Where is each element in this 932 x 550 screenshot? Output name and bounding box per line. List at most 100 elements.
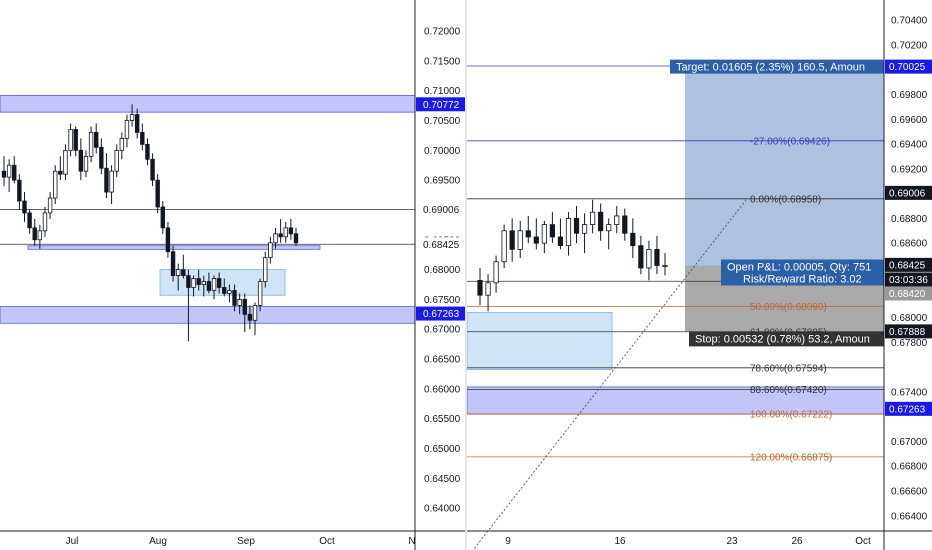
candle-body xyxy=(201,281,206,285)
price-tag xyxy=(416,306,465,321)
fib-level-label: 100.00%(0.67222) xyxy=(750,409,832,420)
candle-body xyxy=(257,281,263,306)
candle-body xyxy=(73,129,78,151)
price-tag-label: 0.68425 xyxy=(889,260,926,271)
price-tag xyxy=(885,286,932,301)
candle-body xyxy=(283,227,288,238)
candle-body xyxy=(170,251,176,276)
y-tick-label: 0.67000 xyxy=(424,325,461,336)
candle-body xyxy=(493,261,499,284)
candle-body xyxy=(83,155,89,172)
price-tag xyxy=(885,401,932,416)
candle-body xyxy=(614,215,620,225)
y-tick-label: 0.71000 xyxy=(424,86,461,97)
fib-level-label: 120.00%(0.66875) xyxy=(750,452,832,463)
candle-body xyxy=(12,164,17,181)
candle-body xyxy=(622,215,628,234)
candle-body xyxy=(565,217,572,247)
y-tick-label: 0.71500 xyxy=(424,56,461,67)
candle-body xyxy=(94,132,99,148)
candle-body xyxy=(278,233,283,238)
price-tag-label: 0.68425 xyxy=(423,240,460,251)
candle-body xyxy=(268,242,273,259)
x-tick-label: Oct xyxy=(855,536,871,547)
y-tick-label: 0.67800 xyxy=(891,338,928,349)
pane-divider[interactable] xyxy=(465,0,467,550)
y-tick-label: 0.69400 xyxy=(891,140,928,151)
y-tick-label: 0.70400 xyxy=(891,16,928,27)
demand-box xyxy=(467,312,613,370)
candle-body xyxy=(211,278,217,291)
candle-body xyxy=(590,211,596,225)
candle-body xyxy=(129,114,135,121)
candle-body xyxy=(517,230,523,250)
stop-label-box xyxy=(689,331,884,347)
target-label-box xyxy=(670,59,884,74)
stop-label: Stop: 0.00532 (0.78%) 53.2, Amoun xyxy=(695,333,870,345)
y-tick-label: 0.66000 xyxy=(424,384,461,395)
y-tick-label: 0.68000 xyxy=(891,313,928,324)
candle-body xyxy=(242,299,247,315)
y-tick-label: 0.65500 xyxy=(424,414,461,425)
x-tick-label: Sep xyxy=(237,536,255,547)
candle-body xyxy=(17,179,22,202)
candle-body xyxy=(598,211,604,232)
candle-body xyxy=(509,230,515,250)
candle-body xyxy=(104,167,109,193)
candle-body xyxy=(638,245,644,269)
y-tick-label: 0.67000 xyxy=(891,437,928,448)
right-chart-pane[interactable]: -81.80%(0.70030)-27.00%(0.69426)0.00%(0.… xyxy=(467,0,932,550)
candle-body xyxy=(557,236,564,247)
price-tag xyxy=(885,185,932,200)
y-tick-label: 0.68000 xyxy=(424,265,461,276)
fib-level-label: 50.00%(0.68090) xyxy=(750,302,827,313)
left-chart-svg[interactable]: 0.72000 0.71500 0.71000 0.70500 0.70000 0.695… xyxy=(0,0,465,550)
candle-body xyxy=(646,248,652,269)
price-tag xyxy=(416,237,465,252)
candle-body xyxy=(37,230,43,241)
price-tag xyxy=(885,59,932,74)
candle-body xyxy=(22,200,27,214)
candle-body xyxy=(160,206,166,229)
fib-level-label: -27.00%(0.69426) xyxy=(750,136,830,147)
price-tag-label: 0.68420 xyxy=(889,289,926,300)
candle-body xyxy=(186,275,191,288)
y-tick-label: 0.66400 xyxy=(891,511,928,522)
price-tag-label: 0.69006 xyxy=(423,205,460,216)
y-tick-label: 0.69800 xyxy=(891,90,928,101)
candle-body xyxy=(6,164,12,178)
candle-body xyxy=(150,158,155,181)
y-tick-label: 0.70500 xyxy=(424,116,461,127)
x-tick-label: Oct xyxy=(319,536,335,547)
x-tick-label: 9 xyxy=(505,536,511,547)
price-tag-label: 0.70772 xyxy=(423,100,460,111)
y-tick-label: 0.70200 xyxy=(891,40,928,51)
price-tag-label: 0.67888 xyxy=(889,327,926,338)
candle-body xyxy=(573,217,580,234)
candle-body xyxy=(263,257,268,282)
candle-body xyxy=(247,313,253,321)
candle-body xyxy=(58,170,63,175)
candle-body xyxy=(78,149,84,172)
y-tick-label: 0.69600 xyxy=(891,115,928,126)
right-chart-svg[interactable]: -81.80%(0.70030)-27.00%(0.69426)0.00%(0.… xyxy=(467,0,932,550)
price-tag-label: 0.69006 xyxy=(889,188,926,199)
price-tag xyxy=(416,97,465,112)
candle-body xyxy=(252,304,258,321)
candle-body xyxy=(606,224,612,232)
candle-body xyxy=(53,170,58,199)
candle-body xyxy=(288,227,294,235)
left-chart-pane[interactable]: 0.72000 0.71500 0.71000 0.70500 0.70000 0.695… xyxy=(0,0,465,550)
support-resistance-zone xyxy=(0,306,416,324)
y-tick-label: 0.70000 xyxy=(424,146,461,157)
candle-body xyxy=(533,236,539,244)
y-tick-label: 0.66800 xyxy=(891,462,928,473)
candle-body xyxy=(42,212,48,232)
y-tick-label: 0.69200 xyxy=(891,164,928,175)
x-tick-label: Jul xyxy=(66,536,79,547)
candle-body xyxy=(99,146,104,169)
candle-body xyxy=(181,269,186,276)
candle-body xyxy=(124,120,130,139)
candle-body xyxy=(227,290,232,294)
candle-body xyxy=(662,265,668,267)
